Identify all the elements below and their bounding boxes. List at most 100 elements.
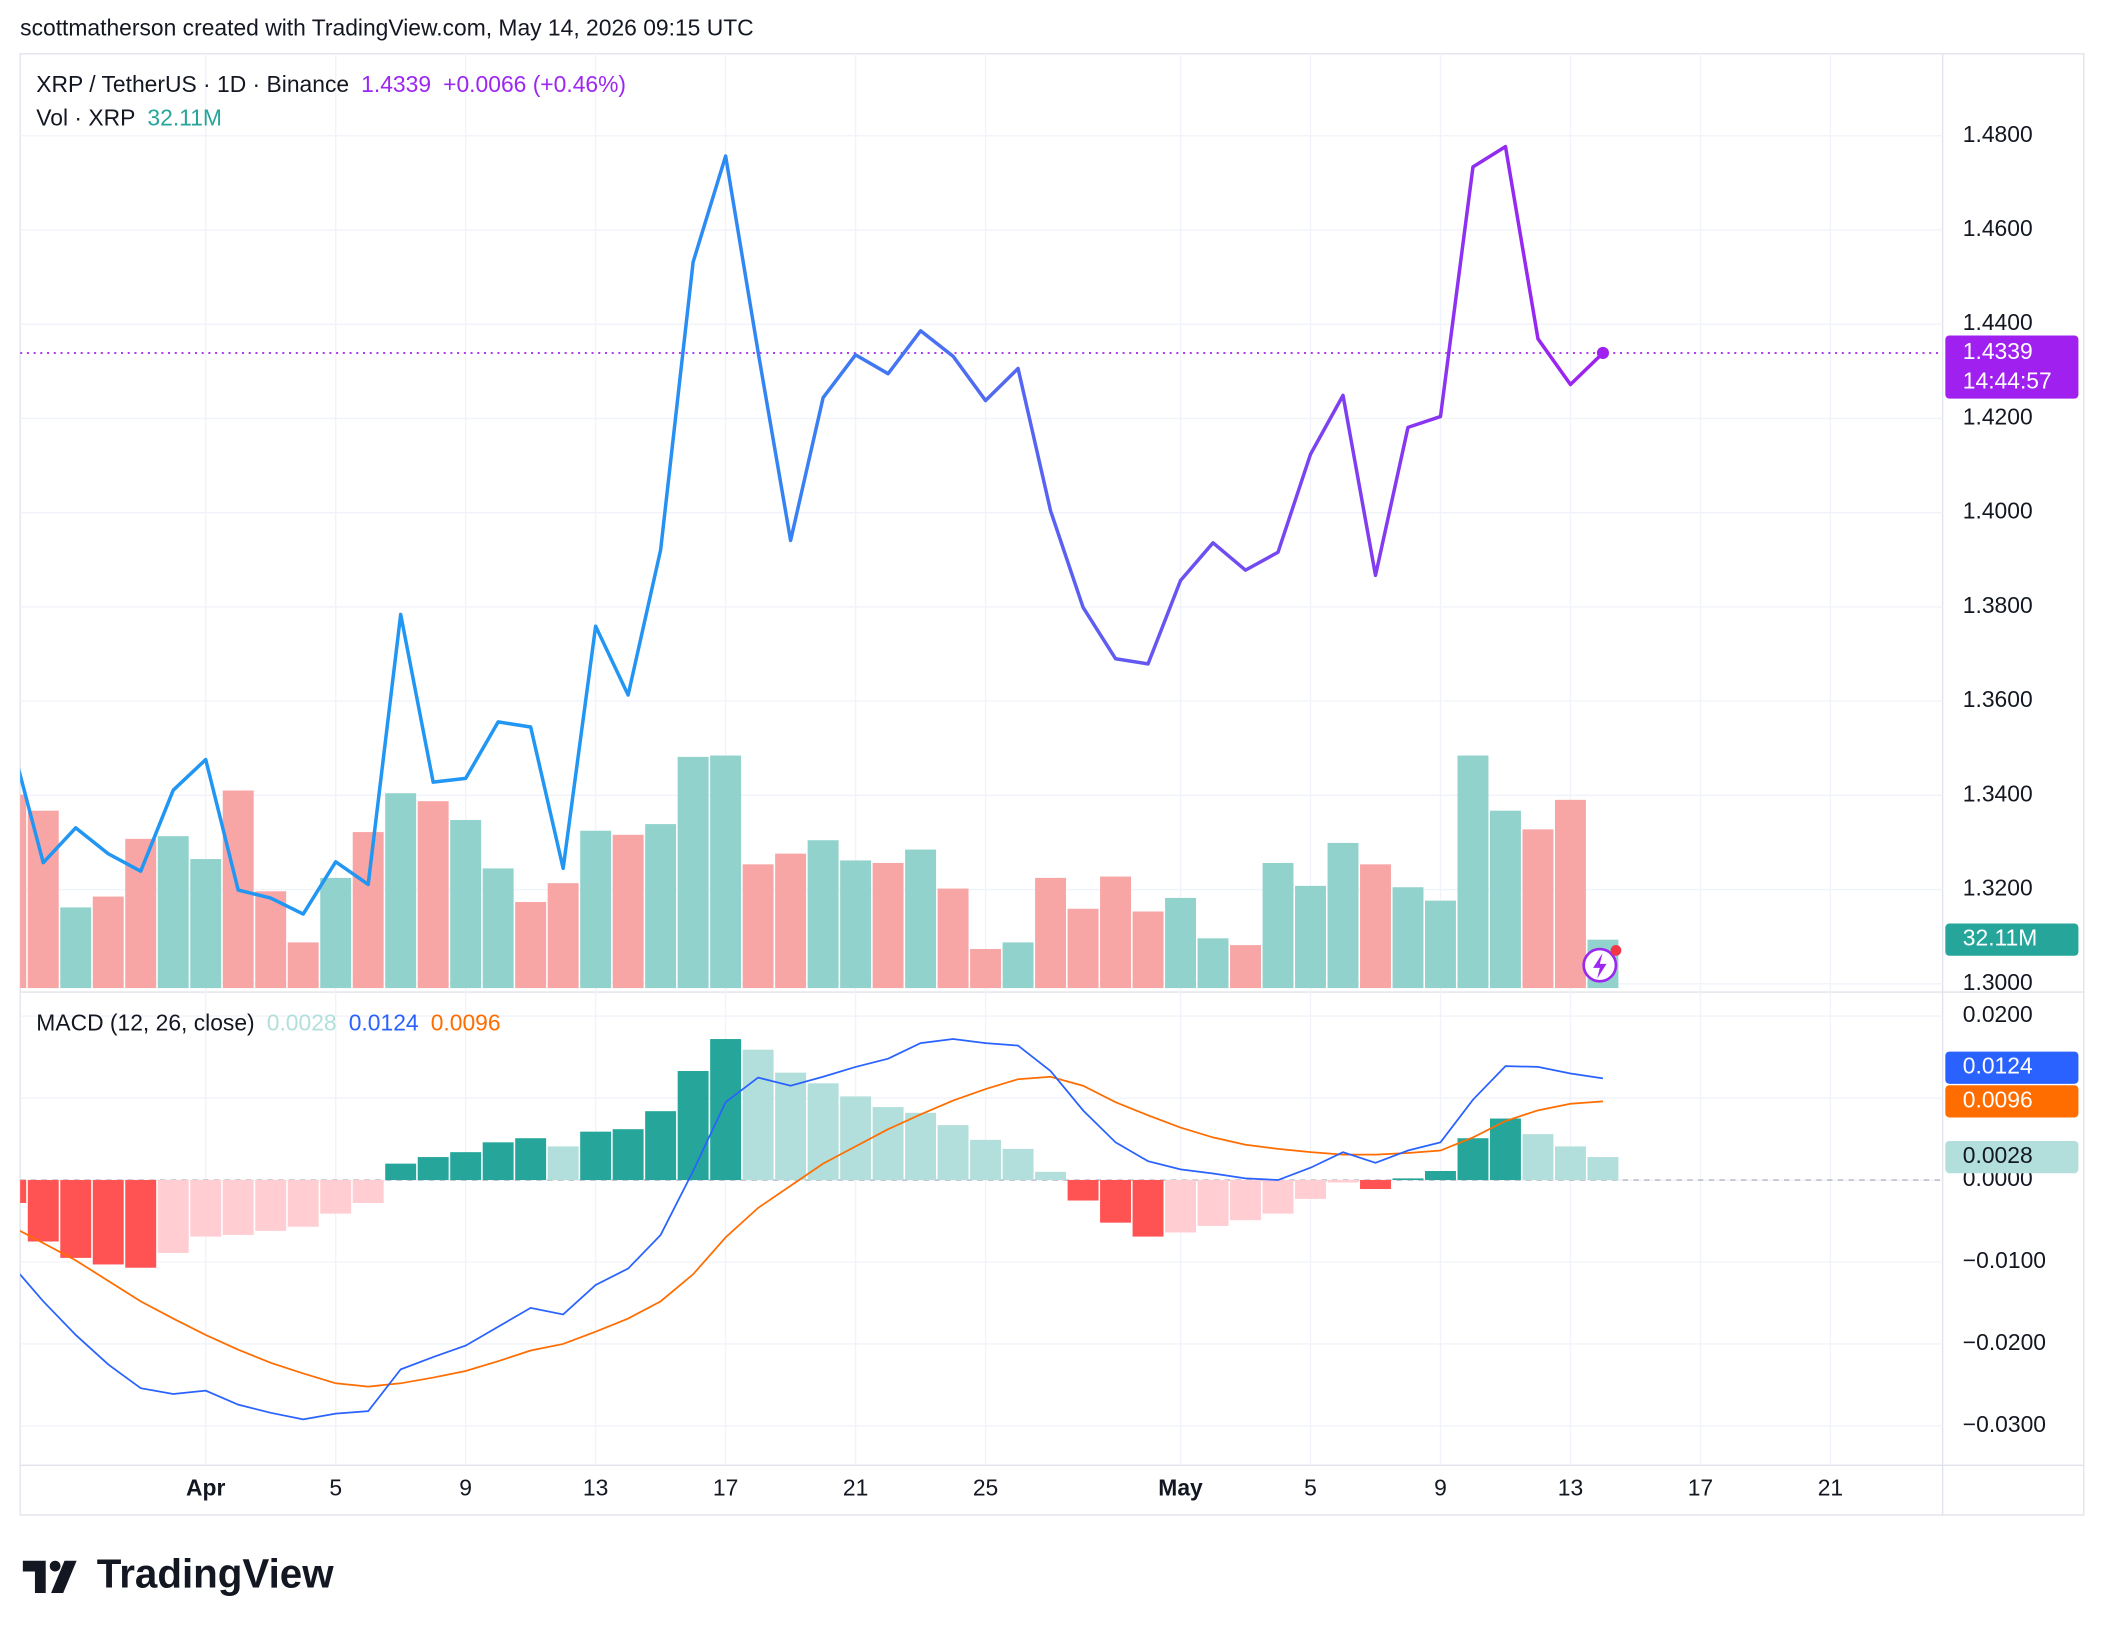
- x-tick-label: 5: [329, 1475, 342, 1501]
- histogram-bar: [450, 1152, 482, 1181]
- x-tick-label: 17: [1688, 1475, 1713, 1501]
- histogram-bar: [645, 1111, 677, 1181]
- histogram-bar: [1327, 1180, 1359, 1183]
- histogram-bar: [872, 1107, 904, 1181]
- y-tick-label: 1.4600: [1963, 215, 2033, 241]
- axes: Apr 5 9 13 17 21 25 May 5 9 13 17 21 1.3000 1.3200 1.34…: [186, 121, 2079, 1501]
- histogram-bar: [1554, 1146, 1586, 1181]
- x-tick-label: 9: [459, 1475, 472, 1501]
- histogram-bar: [190, 1180, 222, 1237]
- y-tick-label: 1.3600: [1963, 686, 2033, 712]
- volume-bar: [1295, 885, 1326, 989]
- volume-bar: [1230, 945, 1261, 989]
- y-tick-label: −0.0200: [1963, 1329, 2046, 1355]
- x-tick-label: 9: [1434, 1475, 1447, 1501]
- macd-legend: MACD (12, 26, close) 0.0028 0.0124 0.0096: [36, 1009, 500, 1035]
- volume-title: Vol · XRP: [36, 105, 135, 131]
- price-tag: [1945, 335, 2079, 399]
- histogram-tag: [1945, 1140, 2079, 1174]
- symbol-title: XRP / TetherUS · 1D · Binance: [36, 71, 349, 97]
- histogram-bar: [1425, 1171, 1456, 1181]
- volume-bar: [1360, 864, 1391, 989]
- macd-last: 0.0124: [349, 1009, 419, 1035]
- volume-bar: [645, 824, 677, 989]
- x-tick-label: 25: [973, 1475, 998, 1501]
- brand-logo: TradingView: [22, 1551, 334, 1597]
- x-tick-label: Apr: [186, 1475, 225, 1501]
- volume-bar: [905, 849, 937, 989]
- histogram-bar: [157, 1180, 189, 1253]
- histogram-bar: [937, 1125, 969, 1181]
- histogram-bar: [1360, 1180, 1391, 1190]
- x-tick-label: 13: [583, 1475, 608, 1501]
- volume-last: 32.11M: [147, 105, 222, 131]
- volume-bar: [60, 907, 92, 989]
- price-change: +0.0066 (+0.46%): [443, 71, 626, 97]
- histogram-bar: [27, 1180, 59, 1242]
- volume-legend: Vol · XRP 32.11M: [36, 105, 222, 131]
- y-tick-label: 1.3400: [1963, 780, 2033, 806]
- histogram-bar: [580, 1131, 612, 1181]
- histogram-bar: [1490, 1118, 1521, 1181]
- volume-bar: [1035, 877, 1067, 989]
- histogram-bar: [807, 1083, 839, 1181]
- histogram-bar: [320, 1180, 352, 1214]
- macd-tag-label: 0.0124: [1963, 1053, 2033, 1079]
- histogram-bar: [1165, 1180, 1196, 1233]
- price-line: [20, 144, 1605, 916]
- histogram-bar: [1230, 1180, 1261, 1221]
- x-tick-label: May: [1158, 1475, 1203, 1501]
- histogram-bar: [1132, 1180, 1164, 1237]
- histogram-bar: [125, 1180, 157, 1268]
- histogram-bar: [515, 1138, 547, 1181]
- x-tick-label: 13: [1558, 1475, 1583, 1501]
- volume-bar: [677, 756, 709, 989]
- volume-bar: [125, 838, 157, 989]
- volume-bar: [1132, 911, 1164, 989]
- volume-bar: [807, 840, 839, 989]
- histogram-bar: [20, 1180, 27, 1203]
- last-price: 1.4339: [361, 71, 431, 97]
- grid: [20, 53, 1943, 1466]
- histogram-bar: [1587, 1157, 1619, 1181]
- signal-last: 0.0096: [431, 1009, 501, 1035]
- histogram-bar: [417, 1157, 449, 1181]
- volume-bar: [970, 949, 1002, 989]
- histogram-last: 0.0028: [267, 1009, 337, 1035]
- price-tag-countdown: 14:44:57: [1963, 368, 2052, 394]
- histogram-bar: [547, 1146, 579, 1181]
- volume-bar: [547, 883, 579, 989]
- volume-bar: [1522, 829, 1554, 989]
- brand-name: TradingView: [97, 1551, 334, 1597]
- histogram-bar: [482, 1142, 514, 1181]
- histogram-bar: [1295, 1180, 1326, 1199]
- volume-bar: [1457, 755, 1489, 989]
- volume-bar: [1262, 862, 1294, 989]
- histogram-bar: [775, 1072, 807, 1181]
- frame: [19, 53, 2085, 1516]
- x-tick-label: 17: [713, 1475, 738, 1501]
- volume-bar: [450, 820, 482, 989]
- histogram-bar: [1392, 1178, 1424, 1181]
- last-price-dot: [1596, 346, 1610, 359]
- volume-bar: [157, 836, 189, 989]
- macd-tag: [1945, 1051, 2079, 1084]
- histogram-bar: [677, 1071, 709, 1181]
- y-tick-label: 1.4400: [1963, 309, 2033, 335]
- histogram-bar: [222, 1180, 254, 1235]
- y-tick-label: 0.0200: [1963, 1001, 2033, 1027]
- macd-line: [20, 1038, 1604, 1421]
- histogram-bar: [710, 1039, 742, 1181]
- histogram-bar: [60, 1180, 92, 1258]
- histogram-bar: [1002, 1148, 1034, 1181]
- volume-bar: [515, 902, 547, 989]
- volume-bar: [1100, 876, 1132, 989]
- volume-tag-label: 32.11M: [1963, 925, 2038, 951]
- signal-tag-label: 0.0096: [1963, 1086, 2033, 1112]
- histogram-bar: [742, 1049, 774, 1181]
- volume-bar: [92, 896, 124, 989]
- signal-tag: [1945, 1085, 2079, 1118]
- volume-bar: [1197, 938, 1229, 989]
- volume-pane: [20, 755, 1619, 989]
